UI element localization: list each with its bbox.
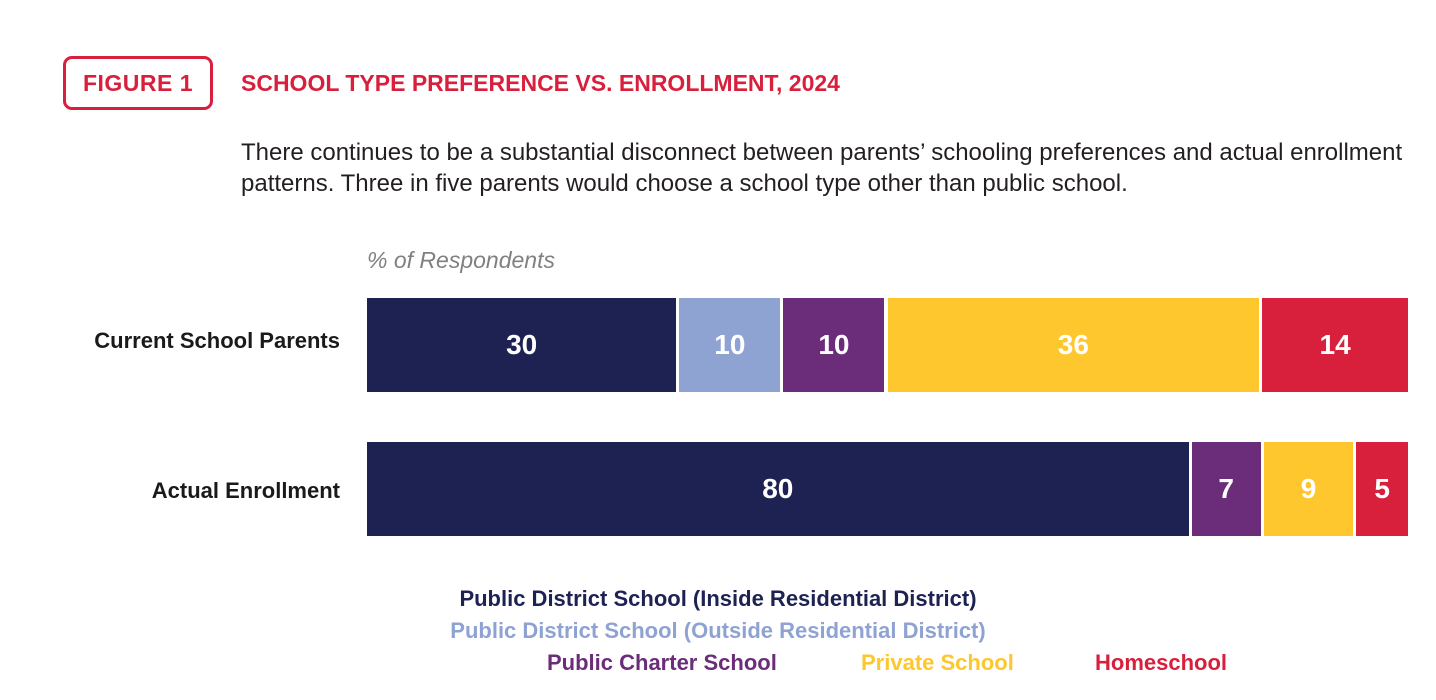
bar-segment: 7 [1191, 442, 1264, 536]
data-label: 5 [1374, 473, 1390, 504]
bar-segment: 80 [367, 442, 1192, 536]
data-label: 10 [714, 329, 746, 360]
bar-segment: 10 [783, 298, 888, 392]
bar-row: 30 10 10 36 14 [367, 298, 1408, 392]
legend-item: Private School [861, 650, 1014, 675]
bar-segment: 36 [887, 298, 1263, 392]
figure-description: There continues to be a substantial disc… [241, 139, 1403, 197]
figure-badge-label: FIGURE 1 [82, 69, 194, 96]
legend-item: Homeschool [1095, 650, 1228, 675]
bar-segment: 14 [1262, 298, 1408, 392]
bar-segment: 5 [1356, 442, 1408, 536]
data-label: 80 [762, 473, 794, 504]
bar-segment: 10 [679, 298, 784, 392]
axis-note: % of Respondents [367, 247, 555, 273]
bar-segment: 9 [1263, 442, 1357, 536]
data-label: 9 [1300, 473, 1317, 504]
data-label: 7 [1218, 473, 1234, 504]
figure-badge: FIGURE 1 [63, 56, 213, 110]
data-label: 30 [506, 329, 538, 360]
data-label: 36 [1057, 329, 1089, 360]
legend-item: Public District School (Outside Resident… [450, 618, 986, 643]
data-label: 14 [1319, 329, 1351, 360]
legend-item: Public Charter School [547, 650, 777, 675]
row-label: Actual Enrollment [151, 478, 340, 503]
row-label: Current School Parents [94, 328, 340, 353]
legend-item: Public District School (Inside Residenti… [459, 586, 977, 611]
bar-row: 80 7 9 5 [367, 442, 1408, 536]
figure-title: SCHOOL TYPE PREFERENCE VS. ENROLLMENT, 2… [241, 70, 840, 96]
bar-segment: 30 [367, 298, 680, 392]
data-label: 10 [818, 329, 850, 360]
